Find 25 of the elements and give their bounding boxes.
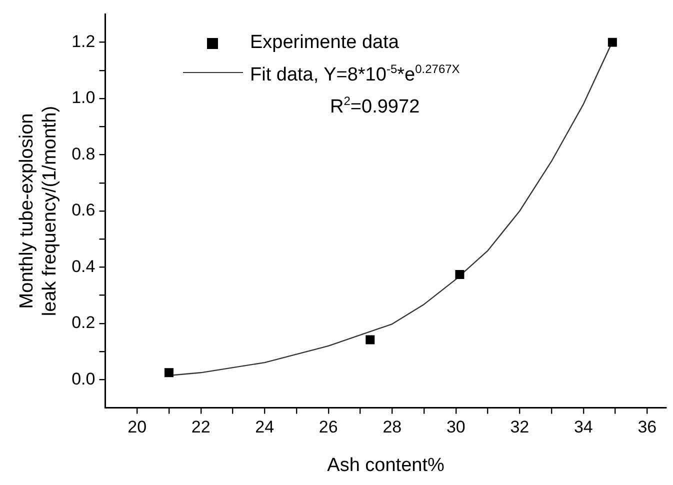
point [608, 38, 617, 47]
x-tick-label: 24 [255, 418, 274, 437]
annotation: R$^{2}$=0.9972 [329, 93, 421, 120]
x-tick-label: 28 [382, 418, 402, 437]
y-axis-title: Monthly tube-explosion leak frequency/(1/month) [16, 106, 60, 316]
y-tick-label: 0.0 [72, 369, 96, 388]
x-tick-label: 22 [191, 418, 210, 437]
x-tick-label: 20 [128, 418, 147, 437]
x-tick-label: 30 [446, 418, 466, 437]
x-tick-label: 34 [574, 418, 593, 437]
legend-label: Fit data, Y=8*10$^{-5}$*e$^{0.2767X}$ [250, 61, 460, 88]
x-axis-title: Ash content% [327, 454, 444, 476]
x-tick-label: 36 [638, 418, 657, 437]
point [366, 335, 375, 344]
x-tick-label: 32 [510, 418, 530, 437]
point [164, 368, 174, 378]
y-tick-label: 1.2 [72, 32, 96, 51]
y-tick-label: 1.0 [72, 88, 96, 108]
legend-label: Experimente data [250, 31, 399, 55]
y-tick-label: 0.6 [72, 200, 96, 220]
y-tick-label: 0.8 [72, 144, 96, 164]
y-tick-label: 0.4 [72, 256, 96, 276]
point [455, 270, 464, 280]
x-tick-label: 26 [318, 418, 338, 437]
y-tick-label: 0.2 [72, 313, 96, 332]
